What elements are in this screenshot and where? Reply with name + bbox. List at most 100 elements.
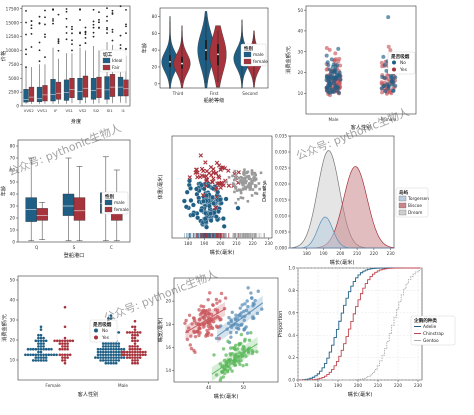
x-tick-label: 40 bbox=[206, 385, 212, 390]
box-outlier bbox=[52, 22, 54, 25]
box-outlier bbox=[111, 9, 114, 12]
x-axis-label: 客人性别 bbox=[78, 390, 99, 398]
legend-swatch bbox=[243, 58, 252, 65]
box-body bbox=[96, 76, 102, 98]
scatter-point bbox=[249, 186, 253, 189]
scatter-point bbox=[244, 354, 248, 358]
legend-label: Yes bbox=[399, 67, 408, 73]
scatter-point bbox=[198, 153, 203, 158]
ecdf-line bbox=[298, 267, 421, 381]
scatter-point bbox=[206, 321, 210, 325]
swarm-point bbox=[107, 361, 110, 365]
swarm-point bbox=[37, 350, 40, 354]
x-tick-label: VVS1 bbox=[37, 108, 48, 113]
swarm-point bbox=[104, 350, 108, 354]
swarm-point bbox=[133, 350, 137, 354]
x-tick-label: Q bbox=[35, 245, 39, 250]
legend-title: 是否吸烟 bbox=[390, 53, 410, 60]
swarm-point bbox=[37, 333, 40, 337]
y-tick-label: 14 bbox=[166, 368, 172, 373]
scatter-point bbox=[215, 189, 221, 195]
swarm-point bbox=[42, 359, 45, 362]
legend-swatch bbox=[104, 206, 113, 213]
x-tick-label: C bbox=[110, 245, 113, 250]
scatter-point bbox=[217, 175, 222, 180]
swarm-point bbox=[136, 359, 139, 362]
box-outlier bbox=[125, 9, 127, 11]
swarm-point bbox=[117, 353, 121, 357]
swarm-point bbox=[50, 353, 53, 357]
swarm-point bbox=[107, 356, 110, 359]
scatter-point bbox=[247, 185, 251, 189]
strip-point bbox=[324, 67, 329, 72]
swarm-point bbox=[114, 353, 118, 357]
scatter-point bbox=[197, 174, 203, 180]
swarm-point bbox=[52, 353, 56, 357]
box-outlier bbox=[92, 23, 95, 26]
swarm-point bbox=[50, 347, 53, 351]
swarm-point bbox=[114, 361, 118, 365]
box-outlier bbox=[98, 11, 100, 13]
box-outlier bbox=[30, 24, 33, 27]
swarm-point bbox=[39, 342, 43, 345]
scatter-point bbox=[202, 216, 208, 222]
swarm-point bbox=[112, 356, 115, 359]
y-tick-label: 40 bbox=[10, 298, 16, 303]
scatter-point bbox=[239, 189, 243, 193]
x-axis-label: 船舱等级 bbox=[204, 96, 225, 104]
box-outlier bbox=[92, 20, 95, 23]
box-outlier bbox=[44, 56, 46, 59]
swarm-point bbox=[120, 356, 123, 359]
box-outlier bbox=[71, 32, 73, 35]
swarm-point bbox=[96, 356, 100, 359]
scatter-point bbox=[192, 316, 196, 321]
box-outlier bbox=[106, 7, 108, 10]
violin-median bbox=[217, 53, 219, 56]
swarm-point bbox=[123, 353, 126, 357]
scatter-point bbox=[253, 298, 257, 303]
legend-label: Biscoe bbox=[408, 203, 422, 209]
legend-swatch bbox=[398, 195, 407, 202]
swarm-point bbox=[136, 356, 139, 359]
swarm-point bbox=[58, 339, 62, 343]
swarm-point bbox=[136, 333, 139, 337]
scatter-point bbox=[214, 373, 219, 377]
scatter-point bbox=[234, 313, 238, 317]
scatter-point bbox=[247, 177, 251, 180]
scatter-point bbox=[218, 378, 223, 383]
scatter-point bbox=[185, 337, 190, 342]
swarm-point bbox=[117, 331, 121, 334]
scatter-point bbox=[242, 345, 246, 350]
swarm-point bbox=[39, 336, 43, 340]
y-tick-label: 50 bbox=[298, 8, 304, 13]
strip-point bbox=[393, 75, 398, 80]
scatter-point bbox=[208, 211, 214, 217]
y-tick-label: 7500 bbox=[8, 62, 19, 67]
scatter-point bbox=[235, 317, 240, 321]
strip-point bbox=[381, 54, 386, 59]
scatter-point bbox=[226, 321, 231, 326]
swarm-point bbox=[109, 361, 113, 365]
swarm-point bbox=[133, 333, 137, 337]
scatter-point bbox=[249, 181, 252, 185]
box-outlier bbox=[71, 49, 73, 52]
box-outlier bbox=[30, 27, 33, 30]
scatter-point bbox=[250, 172, 254, 176]
strip-point bbox=[329, 57, 334, 62]
swarm-point bbox=[63, 305, 67, 309]
scatter-point bbox=[238, 306, 242, 310]
scatter-point bbox=[239, 180, 242, 184]
swarm-point bbox=[109, 347, 113, 351]
swarm-point bbox=[101, 350, 105, 354]
swarm-point bbox=[133, 331, 137, 334]
swarm-point bbox=[138, 356, 142, 359]
box-outlier bbox=[65, 32, 68, 34]
scatter-point bbox=[231, 182, 235, 185]
x-tick-label: 230 bbox=[265, 241, 273, 246]
scatter-point bbox=[234, 176, 237, 179]
x-tick-label: 190 bbox=[334, 383, 342, 388]
x-tick-label: 220 bbox=[394, 383, 402, 388]
y-axis-label: Density bbox=[262, 182, 268, 202]
